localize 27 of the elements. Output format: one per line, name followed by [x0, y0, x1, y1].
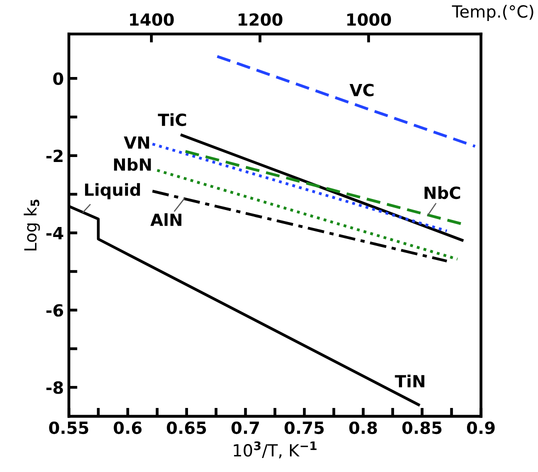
y-tick-label: 0	[53, 72, 64, 85]
y-tick-label: -4	[46, 227, 64, 240]
x2-tick-label: 1400	[130, 13, 174, 26]
series-label: VN	[124, 136, 150, 149]
series-label: VC	[350, 84, 374, 96]
y-tick-label: -6	[46, 304, 64, 317]
x-tick-label: 0.9	[467, 421, 495, 434]
series-label: TiN	[394, 374, 424, 388]
y-tick-label: -8	[46, 381, 63, 394]
series-label: AlN	[150, 213, 182, 226]
x-tick-label: 0.75	[284, 421, 324, 434]
x2-tick-label: 1200	[238, 13, 282, 26]
x-tick-label: 0.7	[232, 421, 259, 434]
x2-axis-title: Temp.(°C)	[452, 4, 534, 22]
annotation: Liquid	[85, 183, 140, 200]
x-axis-title: 10$^{3}$/T, K$^{−1}$	[234, 441, 317, 458]
x-tick-label: 0.55	[49, 421, 88, 434]
y-axis-title: Log k$_{5}$	[24, 200, 40, 250]
x2-tick-label: 1000	[347, 13, 391, 26]
x-tick-label: 0.8	[349, 421, 377, 434]
x-tick-label: 0.85	[402, 421, 442, 434]
x-tick-label: 0.6	[114, 421, 142, 434]
series-label: NbN	[114, 158, 151, 171]
y-tick-label: -2	[46, 150, 63, 162]
x-tick-label: 0.65	[166, 421, 206, 434]
series-label: NbC	[424, 186, 460, 200]
series-label: TiC	[158, 113, 186, 126]
